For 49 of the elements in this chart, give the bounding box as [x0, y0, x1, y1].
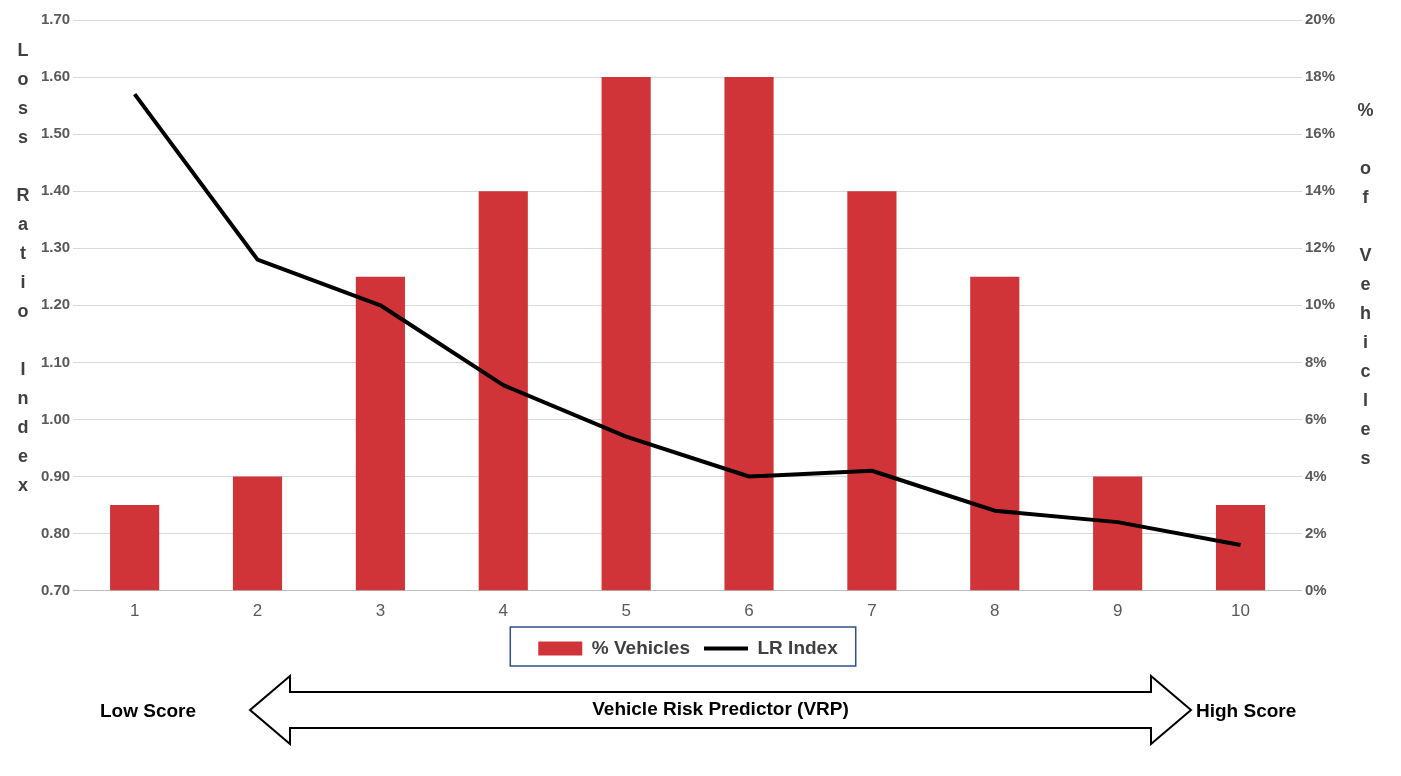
y-tick-label: 1.70 — [40, 10, 71, 28]
y-tick-label: 1.40 — [40, 181, 71, 199]
y-tick-label: 1.10 — [40, 352, 71, 370]
bar — [232, 476, 283, 591]
x-tick-label: 8 — [990, 601, 1000, 621]
y2-tick-label: 14% — [1304, 181, 1336, 199]
y2-tick-label: 2% — [1304, 523, 1327, 541]
text: Loss Ratio Index — [16, 40, 30, 495]
x-tick-label: 9 — [1112, 601, 1123, 621]
y-tick-label: 1.30 — [40, 238, 71, 256]
x-tick-label: 6 — [744, 601, 754, 621]
y2-tick-label: 4% — [1304, 466, 1327, 484]
x-axis-title: Vehicle Risk Predictor (VRP) — [591, 698, 850, 720]
y-tick-label: 1.50 — [40, 124, 71, 142]
bar — [1215, 505, 1266, 591]
bar — [355, 276, 405, 591]
y2-tick-label: 18% — [1304, 67, 1336, 85]
legend-label: % Vehicles — [591, 636, 690, 658]
bar — [110, 505, 160, 591]
y-tick-label: 0.90 — [40, 466, 71, 484]
y-tick-label: 1.60 — [40, 67, 71, 85]
x-tick-label: 2 — [252, 601, 263, 621]
x-tick-label: 3 — [375, 601, 386, 621]
x-tick-label: 7 — [867, 601, 877, 621]
text: % of Vehicles — [1357, 100, 1374, 468]
y2-tick-label: 6% — [1304, 409, 1327, 427]
x-tick-label: 1 — [129, 601, 140, 621]
bar — [601, 77, 651, 591]
text: High Score — [1196, 700, 1297, 722]
x-tick-label: 4 — [498, 601, 508, 621]
bar — [724, 77, 774, 591]
bar — [970, 276, 1020, 591]
x-tick-label: 10 — [1231, 601, 1250, 621]
y2-tick-label: 16% — [1304, 124, 1336, 142]
y-tick-label: 0.80 — [40, 523, 71, 541]
y-tick-label: 1.20 — [40, 295, 71, 313]
bar — [478, 191, 528, 591]
y-tick-label: 0.70 — [40, 580, 71, 598]
y2-tick-label: 10% — [1304, 295, 1336, 313]
y2-tick-label: 0% — [1304, 580, 1327, 598]
y2-tick-label: 20% — [1304, 10, 1336, 28]
y2-tick-label: 12% — [1304, 238, 1336, 256]
text: Low Score — [100, 700, 197, 722]
y2-tick-label: 8% — [1304, 352, 1327, 370]
y-tick-label: 1.00 — [40, 409, 71, 427]
bar — [1093, 476, 1143, 591]
bar — [847, 191, 897, 591]
x-tick-label: 5 — [621, 601, 631, 621]
legend-label: LR Index — [757, 636, 839, 658]
